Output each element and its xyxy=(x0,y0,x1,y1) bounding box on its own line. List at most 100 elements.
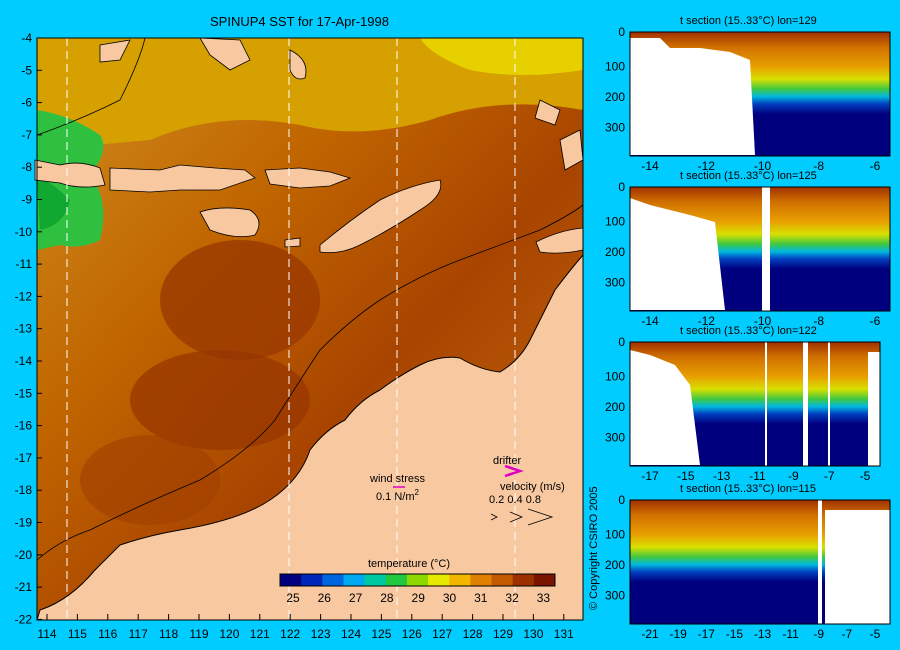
lon-tick-label: 130 xyxy=(523,627,543,641)
section-x-tick: -21 xyxy=(641,627,659,641)
lat-tick-label: -17 xyxy=(15,451,33,465)
eddy-3 xyxy=(80,435,220,525)
section-y-tick: 200 xyxy=(605,90,625,104)
section-panel: t section (15..33°C) lon=125 0 100 200 300 -1… xyxy=(605,170,891,328)
australia-land xyxy=(36,253,584,621)
island-lombok xyxy=(34,159,106,188)
green-core xyxy=(37,175,70,230)
colorbar-swatch xyxy=(449,574,471,586)
section-x-tick: -19 xyxy=(669,627,687,641)
colorbar-tick-label: 25 xyxy=(286,591,300,605)
section-x-tick: -12 xyxy=(698,314,716,328)
section-land-mask xyxy=(825,510,890,624)
section-y-tick: 0 xyxy=(618,25,625,39)
section-x-tick: -9 xyxy=(813,627,824,641)
colorbar-tick-label: 32 xyxy=(505,591,519,605)
colorbar-swatch xyxy=(512,574,535,586)
section-frame xyxy=(629,499,891,625)
section-y-tick: 100 xyxy=(605,215,625,229)
section-y-tick: 300 xyxy=(605,431,625,445)
island-timor xyxy=(319,179,442,254)
section-frame xyxy=(629,31,891,157)
section-panel: t section (15..33°C) lon=122 0 100 200 300 -1… xyxy=(605,325,881,483)
lat-tick-label: -19 xyxy=(15,516,33,530)
island-sumba xyxy=(199,207,260,238)
colorbar-frame xyxy=(279,573,556,587)
lon-tick-label: 129 xyxy=(493,627,513,641)
section-x-tick: -14 xyxy=(641,159,659,173)
lat-tick-label: -12 xyxy=(15,289,33,303)
section-y-tick: 200 xyxy=(605,245,625,259)
lat-tick-label: -20 xyxy=(15,548,33,562)
sst-map: -4 -5 -6 -7 -8 -9 -10 -11 -12 -13 -14 -15 -16 -17 -18 -… xyxy=(15,31,584,641)
section-x-tick: -6 xyxy=(870,314,881,328)
colorbar-tick-label: 33 xyxy=(537,591,551,605)
section-bottom-mask xyxy=(630,38,755,155)
colorbar-swatch xyxy=(406,574,429,586)
section-x-tick: -13 xyxy=(713,469,731,483)
section-y-tick: 0 xyxy=(618,180,625,194)
section-x-tick: -5 xyxy=(870,627,881,641)
lon-tick-label: 125 xyxy=(371,627,391,641)
section-x-tick: -12 xyxy=(698,159,716,173)
section-bottom-mask xyxy=(630,198,725,310)
section-x-tick: -9 xyxy=(788,469,799,483)
lat-tick-label: -7 xyxy=(21,128,32,142)
drifter-label: drifter xyxy=(493,455,521,467)
island-buton xyxy=(289,49,307,80)
section-y-tick: 0 xyxy=(618,335,625,349)
lat-tick-label: -10 xyxy=(15,225,33,239)
section-y-tick: 300 xyxy=(605,589,625,603)
velocity-label: velocity (m/s) xyxy=(500,481,565,493)
colorbar-swatch xyxy=(491,574,514,586)
section-frame xyxy=(629,186,891,312)
lat-tick-label: -8 xyxy=(21,160,32,174)
lon-tick-label: 120 xyxy=(219,627,239,641)
section-x-tick: -5 xyxy=(860,469,871,483)
section-title: t section (15..33°C) lon=129 xyxy=(680,15,817,27)
section-x-tick: -17 xyxy=(698,627,716,641)
lon-tick-label: 126 xyxy=(402,627,422,641)
lat-tick-label: -4 xyxy=(21,31,32,45)
section-y-tick: 100 xyxy=(605,528,625,542)
colorbar-tick-label: 27 xyxy=(349,591,363,605)
section-x-tick: -8 xyxy=(813,314,824,328)
wind-stress-label: wind stress xyxy=(369,473,426,485)
section-x-tick: -10 xyxy=(754,159,772,173)
section-gap xyxy=(828,342,830,466)
colorbar-tick-label: 31 xyxy=(474,591,488,605)
section-y-tick: 200 xyxy=(605,558,625,572)
section-title: t section (15..33°C) lon=122 xyxy=(680,325,817,337)
colorbar-tick-label: 30 xyxy=(443,591,457,605)
lon-tick-label: 117 xyxy=(129,627,148,641)
colorbar-swatch xyxy=(343,574,366,586)
section-title: t section (15..33°C) lon=125 xyxy=(680,170,817,182)
section-panels: t section (15..33°C) lon=129 0 100 200 300 -1… xyxy=(605,15,891,641)
section-x-tick: -13 xyxy=(754,627,772,641)
colorbar-swatch xyxy=(470,574,493,586)
lon-tick-label: 128 xyxy=(463,627,483,641)
lat-tick-label: -14 xyxy=(15,354,33,368)
lon-tick-label: 121 xyxy=(250,627,270,641)
lon-tick-label: 118 xyxy=(159,627,178,641)
section-x-tick: -10 xyxy=(754,314,772,328)
lat-tick-label: -13 xyxy=(15,322,33,336)
section-y-tick: 200 xyxy=(605,400,625,414)
lat-tick-label: -6 xyxy=(21,96,32,110)
lon-tick-label: 122 xyxy=(280,627,300,641)
copyright: © Copyright CSIRO 2005 xyxy=(588,486,600,610)
lat-tick-label: -15 xyxy=(15,386,33,400)
island-alor xyxy=(264,167,352,189)
lon-tick-label: 124 xyxy=(341,627,361,641)
section-gap xyxy=(765,342,767,466)
colorbar-tick-label: 29 xyxy=(412,591,426,605)
section-x-tick: -6 xyxy=(870,159,881,173)
lat-tick-label: -11 xyxy=(16,257,33,271)
shelf-contour xyxy=(36,37,584,561)
colorbar-swatch xyxy=(322,574,344,586)
section-y-tick: 0 xyxy=(618,493,625,507)
colorbar-ticks: 25 26 27 28 29 30 31 32 33 xyxy=(286,591,550,605)
lat-tick-label: -21 xyxy=(15,580,33,594)
map-title: SPINUP4 SST for 17-Apr-1998 xyxy=(210,14,389,29)
yellow-north xyxy=(37,38,583,150)
